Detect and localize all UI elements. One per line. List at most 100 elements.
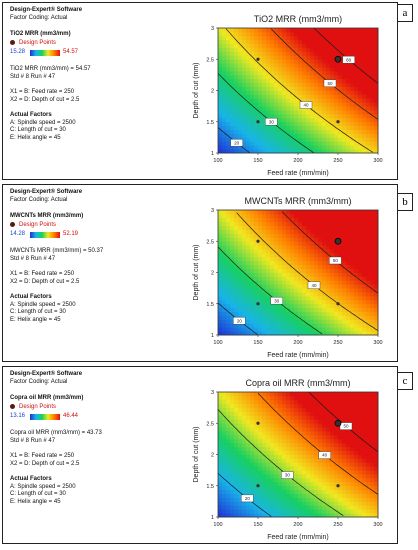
y-tick-label: 1.5 — [206, 484, 214, 490]
x-tick-label: 200 — [293, 158, 302, 164]
design-point-icon — [10, 221, 15, 227]
x1-label: X1 = B: Feed rate = 250 — [10, 271, 75, 278]
contour-plot: 20 30 40 50 60 100 150 200 250 300 1 1.5 2 2.5 3 TiO2 M… — [193, 14, 383, 177]
design-point — [336, 120, 340, 124]
design-point — [256, 421, 260, 425]
design-point — [334, 419, 342, 427]
contour-label-box — [270, 296, 283, 305]
x-tick-label: 250 — [333, 158, 342, 164]
y-axis-label: Depth of cut (mm) — [193, 244, 200, 300]
range-min: 13.16 — [10, 413, 26, 420]
actual-factors-heading: Actual Factors — [10, 112, 52, 119]
contour-line — [271, 28, 379, 120]
design-point — [256, 239, 260, 243]
x-tick-label: 100 — [213, 158, 222, 164]
design-points-legend: Design Points — [10, 39, 185, 48]
contour-label: 30 — [269, 119, 275, 124]
contour-label-box — [230, 139, 243, 147]
design-point — [256, 57, 260, 61]
contour-panel-a: Design-Expert® Software Factor Coding: A… — [2, 2, 398, 180]
value-readout: TiO2 MRR (mm3/mm) = 54.57 — [10, 66, 91, 73]
contour-label: 20 — [245, 496, 251, 501]
contour-label-box — [241, 494, 254, 503]
design-point-icon — [10, 39, 15, 45]
contour-label: 50 — [327, 81, 333, 86]
x2-label: X2 = D: Depth of cut = 2.5 — [10, 278, 80, 285]
software-label: Design-Expert® Software — [10, 7, 83, 13]
x2-label: X2 = D: Depth of cut = 2.5 — [10, 460, 80, 467]
factor-a: A: Spindle speed = 2500 — [10, 483, 76, 490]
factor-c: C: Length of cut = 30 — [10, 491, 66, 498]
response-title: MWCNTs MRR (mm3/mm) — [10, 213, 84, 219]
y-tick-label: 3 — [211, 390, 214, 396]
contour-label-box — [339, 422, 353, 430]
y-axis-label: Depth of cut (mm) — [193, 62, 200, 118]
design-point — [334, 55, 342, 63]
color-scale-bar — [30, 232, 60, 239]
y-tick-label: 2.5 — [206, 239, 214, 245]
contour-label-box — [265, 117, 278, 126]
factor-c: C: Length of cut = 30 — [10, 309, 66, 316]
color-scale-bar — [30, 50, 60, 57]
contour-line — [217, 409, 344, 516]
contour-label: 20 — [237, 318, 243, 323]
contour-label-box — [233, 317, 246, 325]
value-readout: MWCNTs MRR (mm3/mm) = 50.37 — [10, 248, 104, 255]
x2-label: X2 = D: Depth of cut = 2.5 — [10, 96, 80, 103]
y-tick-label: 2 — [211, 453, 214, 459]
contour-plot: 20 30 40 50 100 150 200 250 300 1 1.5 2 2.5 3 MWCNTs M… — [193, 196, 383, 359]
chart-title: Copra oil MRR (mm3/mm) — [245, 378, 350, 388]
x-tick-label: 300 — [373, 158, 382, 164]
contour-label: 40 — [303, 103, 309, 108]
contour-label: 40 — [311, 283, 317, 288]
x-tick-label: 300 — [373, 522, 382, 528]
chart-title: TiO2 MRR (mm3/mm) — [254, 14, 342, 24]
actual-factors-heading: Actual Factors — [10, 294, 52, 301]
y-tick-label: 2.5 — [206, 421, 214, 427]
factor-coding-label: Factor Coding: Actual — [10, 14, 68, 21]
surface-fill — [218, 210, 379, 336]
contour-label-box — [329, 256, 342, 265]
contour-label: 50 — [333, 258, 339, 263]
contour-line — [225, 28, 373, 153]
factor-c: C: Length of cut = 30 — [10, 127, 66, 134]
x1-label: X1 = B: Feed rate = 250 — [10, 453, 75, 460]
design-point — [256, 484, 260, 488]
panel-tag-c: c — [397, 372, 413, 390]
contour-label-box — [307, 281, 321, 289]
factor-e: E: Helix angle = 45 — [10, 316, 61, 323]
std-run-label: Std # 8 Run # 47 — [10, 437, 56, 444]
contour-line — [257, 392, 379, 495]
color-range: 14.28 52.19 — [10, 231, 185, 240]
contour-plot: 20 30 40 50 100 150 200 250 300 1 1.5 2 2.5 3 Copra oi… — [193, 378, 383, 541]
design-point — [256, 302, 260, 306]
contour-label-box — [323, 79, 337, 87]
x-tick-label: 250 — [333, 340, 342, 346]
contour-label: 40 — [322, 453, 328, 458]
y-tick-label: 2 — [211, 271, 214, 277]
x-axis-label: Feed rate (mm/min) — [267, 352, 328, 359]
y-tick-label: 1.5 — [206, 302, 214, 308]
y-tick-label: 1 — [211, 333, 214, 339]
design-points-legend: Design Points — [10, 221, 185, 230]
design-points-label: Design Points — [19, 403, 57, 410]
contour-panel-b: Design-Expert® Software Factor Coding: A… — [2, 184, 398, 362]
range-max: 54.57 — [63, 49, 79, 56]
std-run-label: Std # 8 Run # 47 — [10, 73, 56, 80]
range-min: 14.28 — [10, 231, 26, 238]
contour-line — [217, 73, 315, 154]
factor-a: A: Spindle speed = 2500 — [10, 119, 76, 126]
x-axis-label: Feed rate (mm/min) — [267, 170, 328, 177]
y-tick-label: 1 — [211, 151, 214, 157]
software-label: Design-Expert® Software — [10, 189, 83, 195]
factor-coding-label: Factor Coding: Actual — [10, 196, 68, 203]
response-title: Copra oil MRR (mm3/mm) — [10, 395, 84, 401]
x-tick-label: 100 — [213, 522, 222, 528]
y-tick-label: 1.5 — [206, 120, 214, 126]
color-scale-bar — [30, 414, 60, 421]
factor-e: E: Helix angle = 45 — [10, 498, 61, 505]
factor-coding-label: Factor Coding: Actual — [10, 378, 68, 385]
software-label: Design-Expert® Software — [10, 371, 83, 377]
design-point — [336, 302, 340, 306]
color-range: 15.28 54.57 — [10, 49, 185, 58]
